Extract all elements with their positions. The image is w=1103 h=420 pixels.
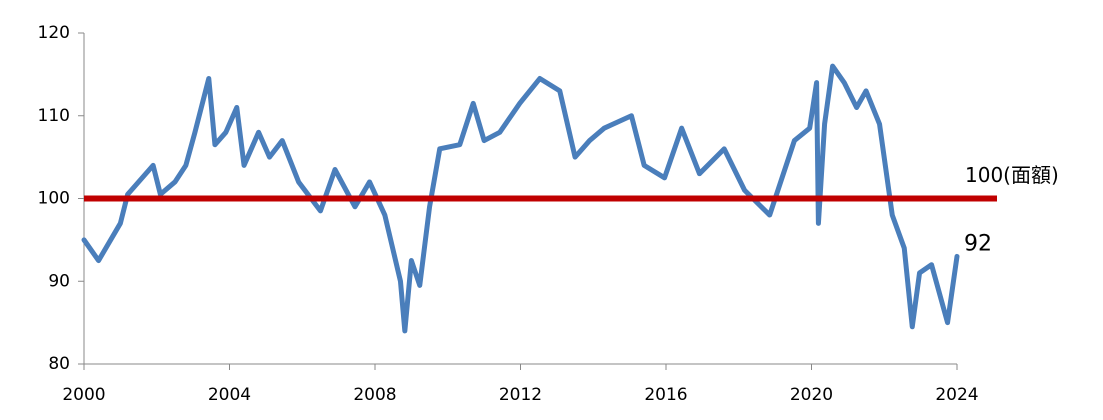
y-tick-label: 100 <box>38 189 70 209</box>
y-tick-label: 90 <box>48 271 70 291</box>
x-tick-label: 2024 <box>935 385 978 405</box>
reference-label: 100(面額) <box>965 163 1059 187</box>
x-tick-label: 2000 <box>62 385 105 405</box>
x-tick-label: 2008 <box>353 385 396 405</box>
x-tick-label: 2020 <box>790 385 833 405</box>
x-tick-label: 2016 <box>644 385 687 405</box>
end-label: 92 <box>964 231 992 256</box>
x-tick-label: 2012 <box>499 385 542 405</box>
x-tick-label: 2004 <box>208 385 251 405</box>
y-tick-label: 80 <box>48 354 70 374</box>
series-line <box>81 63 960 334</box>
y-tick-label: 120 <box>38 23 70 43</box>
y-tick-label: 110 <box>38 106 70 126</box>
